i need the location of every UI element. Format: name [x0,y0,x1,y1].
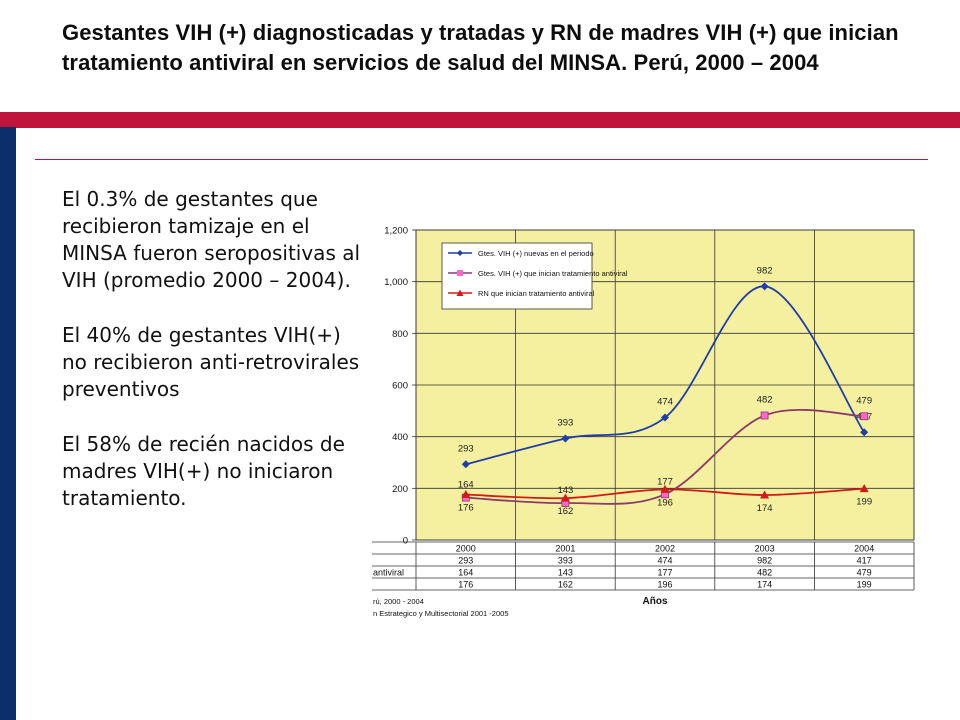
data-point [461,490,471,499]
data-point [760,282,769,291]
table-cell: 393 [558,556,573,566]
table-cell: 176 [458,580,473,590]
data-label: 196 [657,497,673,508]
title-divider [35,159,928,160]
data-label: 176 [458,503,474,514]
table-cell: 293 [458,556,473,566]
data-point [461,460,470,469]
data-point [760,411,769,420]
legend-marker [456,289,464,296]
x-axis-title: Años [643,596,668,607]
bullet-item: El 0.3% de gestantes que recibieron tami… [62,187,361,292]
legend-marker [457,250,463,256]
legend-entry: Gtes. VIH (+) que inician tratamiento an… [478,269,628,278]
source-note: rú, 2000 - 2004 [373,597,424,606]
table-cell: 196 [657,580,672,590]
data-label: 293 [458,443,474,454]
slide-title: Gestantes VIH (+) diagnosticadas y trata… [62,20,899,75]
data-point [760,490,770,499]
table-header-cell: 2001 [555,544,575,554]
data-label: 162 [557,506,573,517]
table-header-cell: 2003 [755,544,775,554]
header-band [0,112,960,128]
data-label: 143 [557,485,573,496]
table-cell: 474 [657,556,672,566]
legend-box [441,242,593,310]
bullet-item: El 58% de recién nacidos de madres VIH(+… [62,432,345,510]
source-note: n Estrategico y Multisectorial 2001 -200… [373,609,509,618]
legend-entry: Gtes. VIH (+) nuevas en el periodo [478,249,594,258]
table-cell: 143 [558,568,573,578]
y-tick-label: 0 [403,536,408,547]
y-tick-label: 1,200 [384,226,408,237]
data-point [860,412,869,421]
data-label: 393 [557,417,573,428]
table-header-cell: 2002 [655,544,675,554]
legend-entry: RN que inician tratamiento antiviral [478,289,595,298]
data-point [561,434,570,443]
bullet-item: El 40% de gestantes VIH(+) no recibieron… [62,323,360,401]
table-cell: 174 [757,580,772,590]
line-chart: 0 200 400 600 800 1,000 1,200 293 393 474 982 417 16… [372,226,915,618]
data-point [661,413,669,422]
table-cell: 479 [857,568,872,578]
table-cell: 199 [857,580,872,590]
series-line-1 [465,285,865,466]
data-point [560,493,570,502]
table-cell: 177 [657,568,672,578]
table-cell: 417 [857,556,872,566]
y-tick-label: 600 [392,381,408,392]
table-cell: 982 [757,556,772,566]
data-label: 474 [657,397,673,408]
data-label: 177 [657,476,673,487]
y-tick-label: 800 [392,329,408,340]
data-point [859,484,869,493]
data-label: 479 [856,395,872,406]
data-point [660,484,670,493]
y-tick-label: 200 [392,484,408,495]
table-cell: 162 [558,580,573,590]
data-point [860,428,869,437]
data-label: 164 [458,480,474,491]
table-cell: 164 [458,568,473,578]
chart-container: 0 200 400 600 800 1,000 1,200 293 393 474 982 417 16… [372,210,932,640]
data-label: 199 [856,497,872,508]
table-cell: 482 [757,568,772,578]
bullet-list: El 0.3% de gestantes que recibieron tami… [62,186,372,540]
table-row-label: antiviral [373,568,404,578]
table-header-cell: 2004 [854,544,874,554]
data-label: 174 [757,503,773,514]
y-tick-label: 1,000 [384,277,408,288]
data-label: 982 [757,265,773,276]
y-tick-label: 400 [392,432,408,443]
left-accent-bar [0,127,16,720]
data-label: 482 [757,394,773,405]
table-header-cell: 2000 [456,544,476,554]
legend-marker [457,270,463,276]
